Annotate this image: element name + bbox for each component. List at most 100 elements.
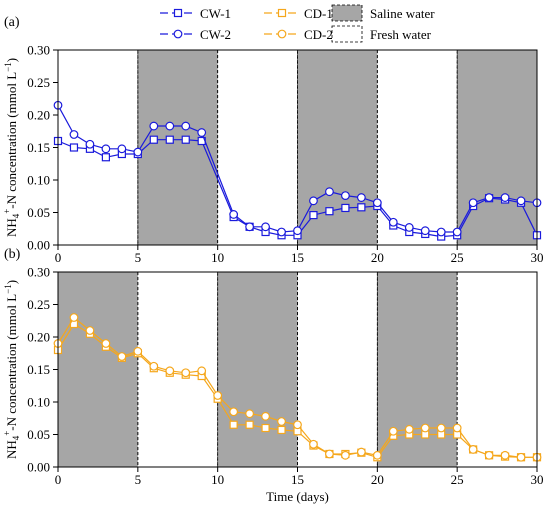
saline-period-0 [57,271,139,468]
y-tick-label: 0.15 [27,140,50,155]
x-tick-label: 5 [135,472,142,487]
data-point-CD-2 [229,407,239,417]
data-point-CW-2 [165,121,175,131]
data-point-CW-2 [436,227,446,237]
legend-label-CD-1: CD-1 [304,6,333,21]
data-point-CW-2 [356,193,366,202]
data-point-CD-2 [452,423,462,433]
data-point-CD-2 [500,450,510,460]
legend-patch-2 [331,4,363,22]
data-point-CW-2 [325,187,334,197]
data-point-CW-2 [181,121,191,131]
y-tick-label: 0.30 [27,43,50,58]
panel-b: 0.00 0.05 0.10 0.15 0.20 0.25 0.30 0 5 10 15 20 25 30… [4,247,544,504]
data-point-CD-2 [245,409,255,419]
data-point-CD-1 [261,423,270,433]
data-point-CW-2 [229,210,239,219]
x-tick-label: 10 [211,250,224,265]
legend: CW-1 CD-1 Saline water CW-2 CD-2 Fresh water [160,4,435,43]
y-tick-label: 0.20 [27,108,50,123]
legend-label-2: Saline water [370,6,435,21]
data-point-CW-2 [69,130,79,139]
panel-label: (b) [4,247,21,262]
data-point-CD-2 [261,411,270,421]
data-point-CD-2 [85,326,95,335]
saline-period-2 [456,49,538,246]
y-tick-label: 0.10 [27,395,50,410]
data-point-CW-2 [133,147,143,157]
data-point-CD-2 [436,423,446,433]
x-tick-label: 0 [55,250,62,265]
legend-marker-CW-1 [173,8,183,18]
data-point-CW-2 [484,193,494,202]
legend-label-CW-1: CW-1 [200,6,231,21]
data-point-CW-2 [261,222,270,232]
data-point-CD-2 [516,452,526,462]
saline-period-1 [217,271,298,468]
y-tick-label: 0.30 [27,265,50,280]
data-point-CW-2 [420,226,430,236]
legend-label-5: Fresh water [370,27,432,42]
data-point-CD-2 [341,450,350,460]
data-point-CW-1 [325,207,334,216]
data-point-CW-2 [500,193,510,202]
data-point-CW-2 [149,121,159,131]
data-point-CW-2 [516,196,526,206]
y-tick-label: 0.25 [27,75,50,90]
data-point-CD-2 [197,366,207,376]
data-point-CW-2 [101,144,111,154]
legend-patch-5 [331,25,363,43]
x-tick-label: 30 [531,472,544,487]
x-axis-label: Time (days) [266,489,329,504]
x-tick-label: 15 [291,472,304,487]
data-point-CD-2 [133,346,143,356]
data-point-CW-2 [468,198,478,208]
legend-marker-CW-2 [173,29,183,39]
y-axis-label-a: NH4+-N concentration (mmol L−1) [2,58,21,237]
data-point-CD-2 [309,439,318,449]
y-axis-label-b: NH4+-N concentration (mmol L−1) [2,280,21,459]
data-point-CD-2 [277,417,286,426]
data-point-CW-1 [165,135,174,144]
data-point-CW-1 [309,211,318,220]
data-point-CD-2 [149,361,159,371]
y-tick-label: 0.05 [27,205,50,220]
y-tick-label: 0.00 [27,460,50,475]
y-tick-label: 0.20 [27,330,50,345]
data-point-CW-2 [277,227,286,237]
data-point-CD-2 [468,445,478,454]
data-point-CW-2 [197,128,207,137]
y-tick-label: 0.05 [27,427,50,442]
data-point-CD-1 [229,420,238,429]
x-tick-label: 5 [135,250,142,265]
data-point-CD-2 [356,447,366,457]
data-point-CD-2 [213,391,223,400]
x-tick-label: 20 [371,250,384,265]
data-point-CW-2 [341,191,350,201]
y-tick-label: 0.00 [27,238,50,253]
data-point-CW-1 [181,135,190,144]
data-point-CD-2 [420,423,430,433]
data-point-CD-2 [181,368,191,378]
x-tick-label: 15 [291,250,304,265]
x-tick-label: 0 [55,472,62,487]
panel-a: 0.00 0.05 0.10 0.15 0.20 0.25 0.30 0 5 10 15 20 25 30… [4,15,544,265]
panel-label: (a) [4,15,20,30]
x-tick-label: 10 [211,472,224,487]
data-point-CD-1 [245,420,254,429]
legend-label-CD-2: CD-2 [304,27,333,42]
x-tick-label: 25 [451,472,464,487]
data-point-CW-1 [101,153,111,162]
legend-label-CW-2: CW-2 [200,27,231,42]
data-point-CW-1 [69,143,79,152]
data-point-CW-2 [404,223,414,232]
data-point-CD-2 [388,426,398,436]
data-point-CD-2 [165,366,175,376]
x-tick-label: 25 [451,250,464,265]
data-point-CD-2 [293,420,302,430]
x-tick-label: 30 [531,250,544,265]
y-tick-label: 0.10 [27,173,50,188]
legend-marker-CD-1 [277,8,287,18]
data-point-CW-2 [452,227,462,237]
